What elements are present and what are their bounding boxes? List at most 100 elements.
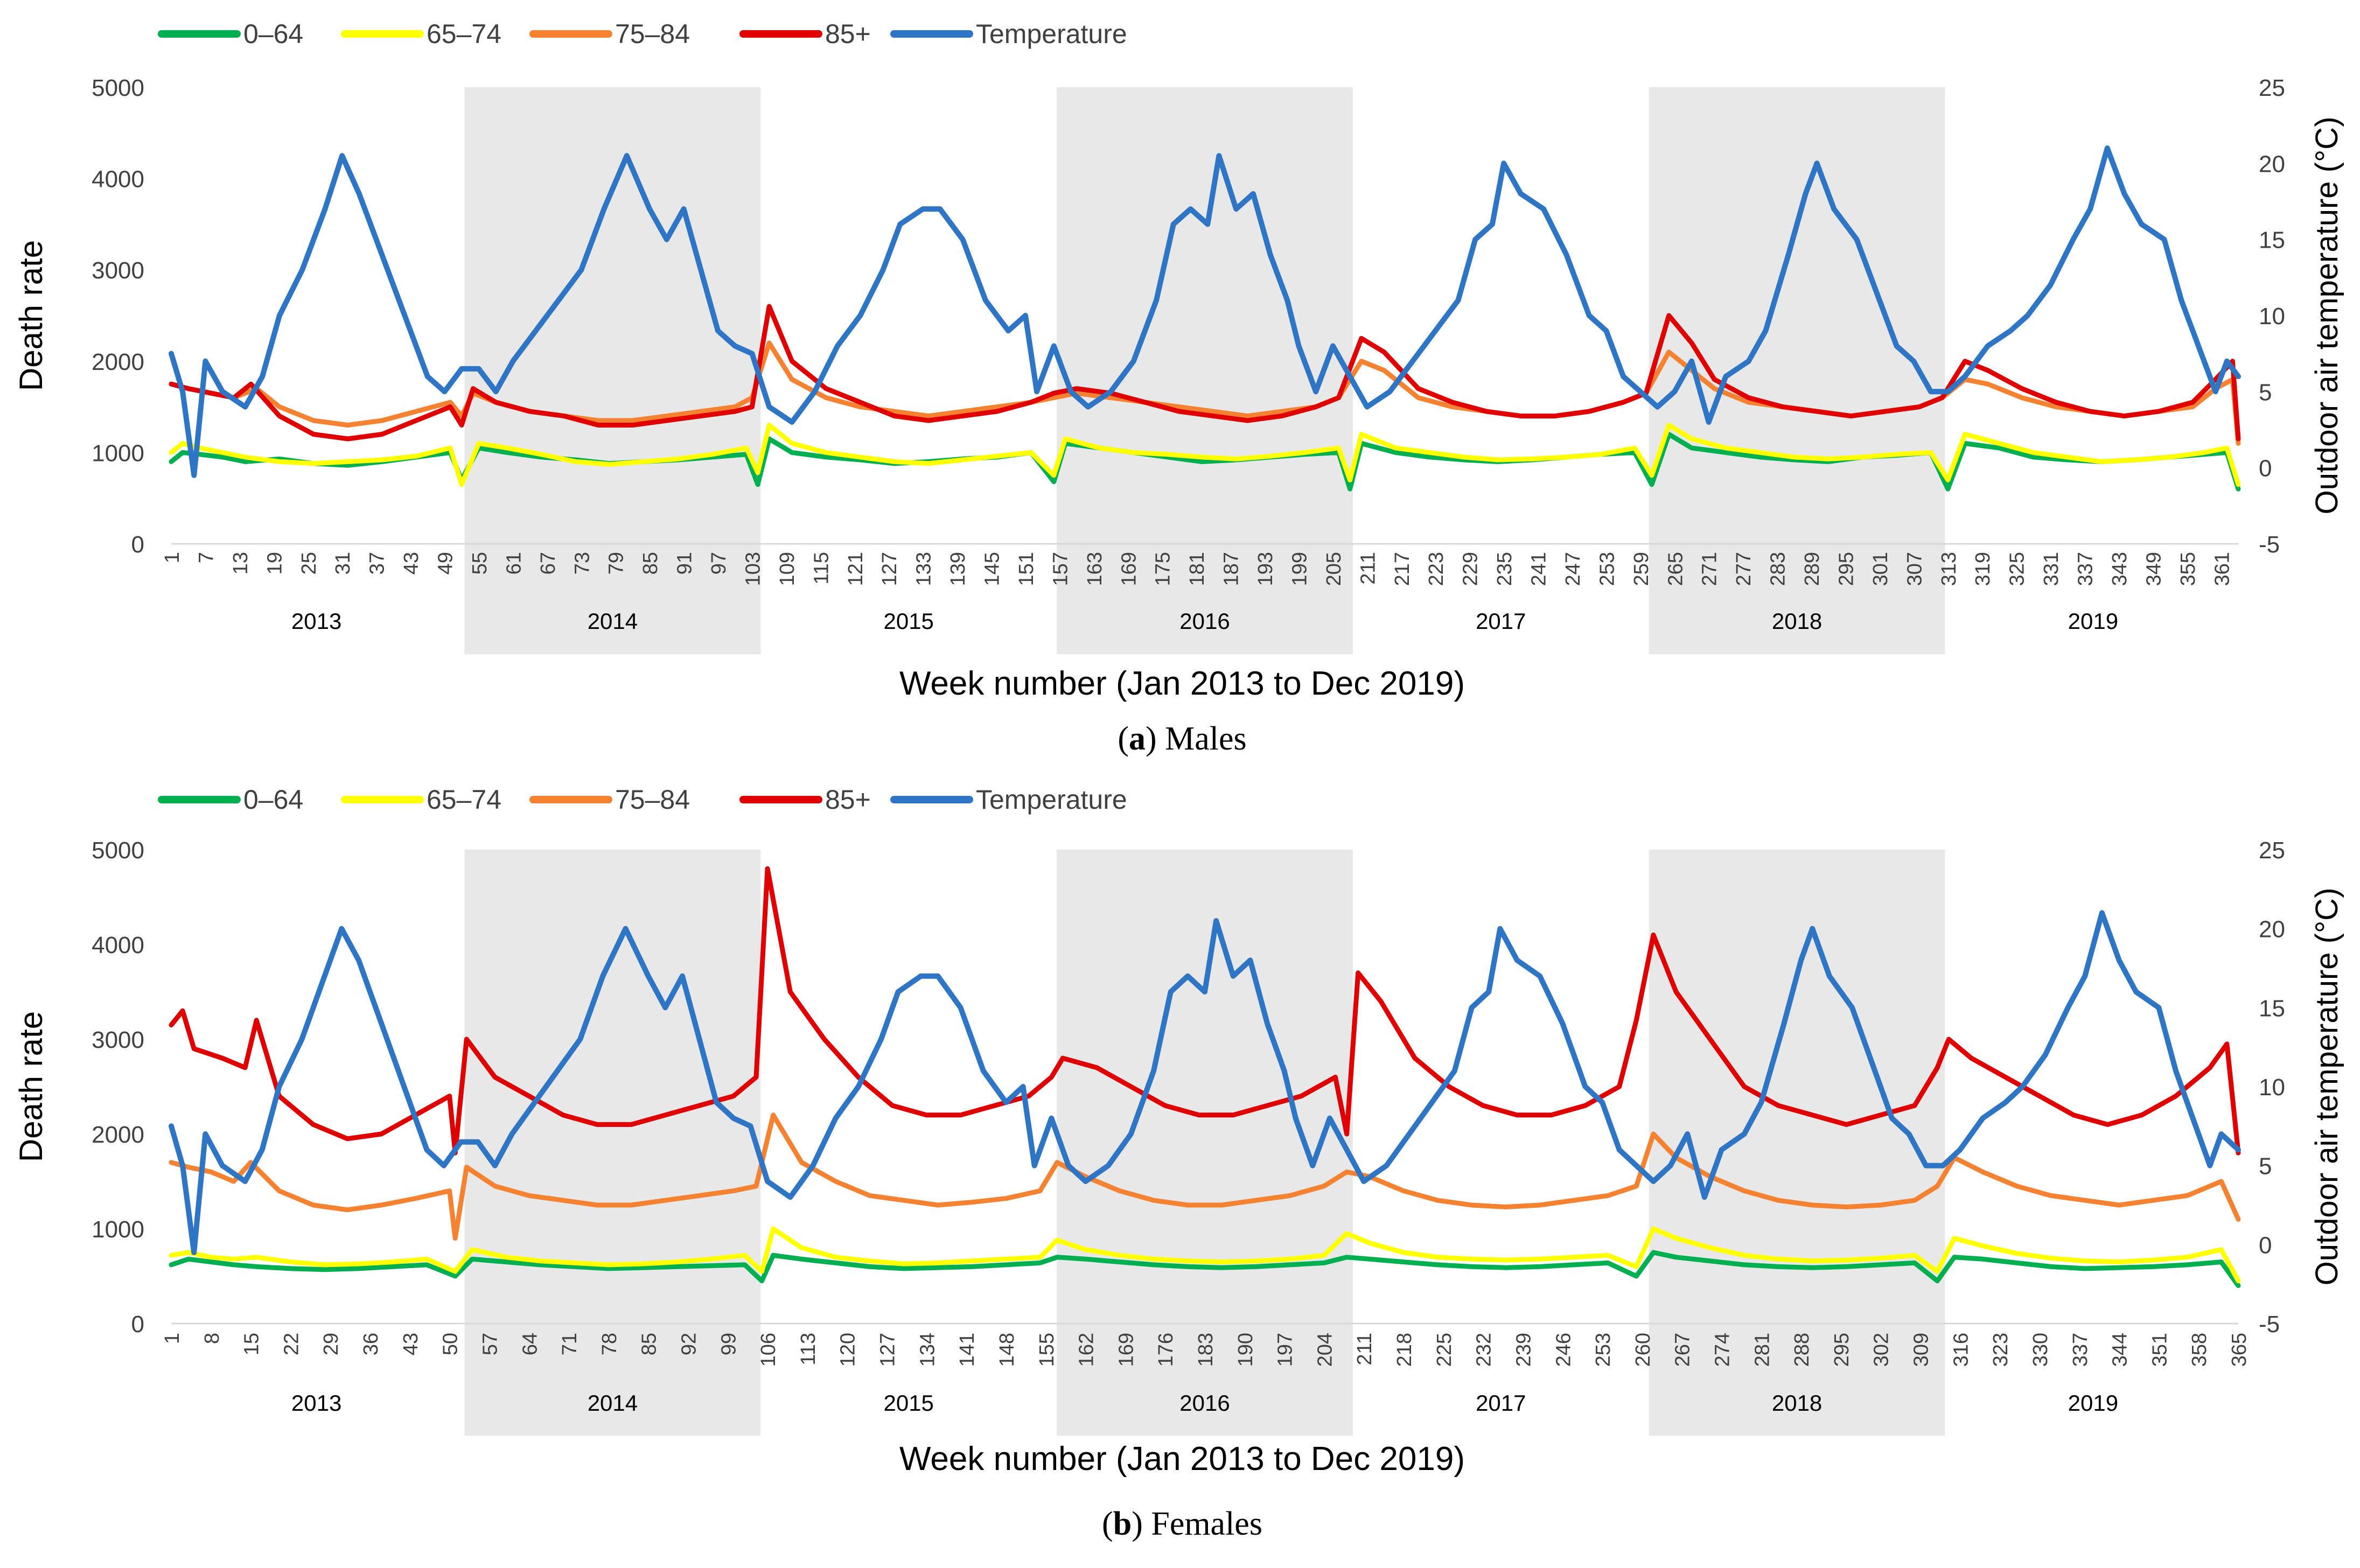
males-x-tick-label: 37 [366,552,389,575]
females-x-tick-label: 64 [519,1333,541,1355]
males-y2-tick-label: 15 [2259,227,2285,254]
females-x-tick-label: 162 [1076,1333,1098,1367]
males-x-tick-label: 265 [1664,552,1687,586]
males-y-tick-label: 5000 [92,75,144,101]
males-x-tick-label: 181 [1186,552,1209,586]
females-x-tick-label: 316 [1950,1333,1972,1367]
females-x-tick-label: 330 [2029,1333,2052,1367]
females-series-65-74 [169,1226,2241,1284]
males-x-axis-title: Week number (Jan 2013 to Dec 2019) [899,665,1465,702]
females-x-tick-label: 295 [1831,1333,1853,1367]
females-caption-open: ( [1102,1506,1113,1542]
females-x-tick-label: 344 [2109,1333,2132,1367]
males-x-tick-label: 271 [1699,552,1721,586]
males-legend-label-75-84: 75–84 [615,19,690,49]
males-x-tick-label: 307 [1903,552,1926,586]
females-x-tick-label: 134 [916,1333,939,1367]
females-caption: (b) Females [1102,1506,1262,1542]
males-x-tick-label: 7 [195,552,218,563]
males-x-tick-label: 133 [913,552,935,586]
males-x-tick-label: 343 [2108,552,2131,586]
males-shade-2014 [464,87,761,654]
females-x-tick-label: 92 [678,1333,701,1355]
females-y2-tick-label: 20 [2259,916,2285,943]
females-legend-label-temperature: Temperature [976,785,1127,815]
females-y-tick-label: 1000 [92,1216,144,1243]
females-x-tick-label: 176 [1155,1333,1177,1367]
females-x-tick-label: 351 [2148,1333,2171,1367]
males-x-tick-label: 157 [1049,552,1072,586]
males-y2-axis-title: Outdoor air temperature (°C) [2309,117,2344,515]
females-x-tick-label: 253 [1592,1333,1615,1367]
males-year-label-2016: 2016 [1179,608,1230,634]
females-year-label-2015: 2015 [883,1390,933,1416]
females-year-label-2016: 2016 [1179,1390,1230,1416]
males-y-tick-label: 4000 [92,166,144,193]
males-y-tick-label: 3000 [92,257,144,284]
males-x-tick-label: 301 [1869,552,1892,586]
males-x-tick-label: 145 [981,552,1004,586]
males-y2-tick-label: 20 [2259,151,2285,177]
males-y2-tick-label: 10 [2259,303,2285,330]
males-x-tick-label: 67 [537,552,560,575]
males-x-tick-label: 187 [1220,552,1243,586]
panel-females: 0 1000 2000 3000 4000 5000 -5 0 5 10 15 20 25 1 8 15 22 2… [13,785,2344,1542]
females-x-tick-label: 169 [1115,1333,1137,1367]
males-x-tick-label: 79 [605,552,628,575]
females-x-tick-label: 337 [2069,1333,2092,1367]
females-series-85plus [169,866,2241,1156]
males-x-tick-label: 163 [1084,552,1106,586]
females-x-tick-label: 113 [797,1333,820,1366]
females-x-tick-label: 148 [996,1333,1018,1367]
females-x-tick-label: 281 [1751,1333,1774,1367]
females-x-tick-label: 15 [241,1333,263,1355]
males-x-tick-label: 211 [1357,552,1379,585]
males-x-tick-label: 253 [1596,552,1618,586]
females-year-label-2018: 2018 [1772,1390,1822,1416]
males-x-tick-label: 325 [2006,552,2029,586]
males-x-tick-label: 49 [435,552,457,575]
females-x-tick-label: 1 [161,1333,184,1344]
males-year-label-2015: 2015 [883,608,933,634]
males-legend-label-65-74: 65–74 [427,19,501,49]
females-y2-tick-label: 0 [2259,1232,2272,1258]
males-x-tick-label: 91 [674,552,696,575]
males-series-85plus [169,304,2241,442]
females-x-tick-label: 22 [280,1333,303,1355]
females-x-tick-label: 127 [877,1333,899,1367]
males-y2-tick-label: 0 [2259,456,2272,482]
males-x-tick-label: 355 [2177,552,2200,586]
males-caption-letter: a [1129,720,1146,757]
females-y-tick-label: 4000 [92,932,144,958]
males-caption-text: ) Males [1146,720,1247,757]
females-shade-2018 [1649,850,1945,1436]
females-x-tick-label: 8 [201,1333,224,1344]
females-y-tick-label: 0 [131,1311,144,1338]
females-x-tick-label: 267 [1672,1333,1694,1367]
males-year-label-2018: 2018 [1772,608,1822,634]
males-shade-2016 [1057,87,1353,654]
males-x-tick-label: 223 [1425,552,1448,586]
males-x-tick-label: 199 [1288,552,1311,586]
females-year-label-2017: 2017 [1476,1390,1526,1416]
males-x-tick-label: 73 [571,552,594,575]
males-x-tick-label: 289 [1801,552,1824,586]
females-x-tick-label: 211 [1353,1333,1376,1366]
males-x-tick-label: 169 [1118,552,1140,586]
females-year-label-2014: 2014 [588,1390,638,1416]
females-x-tick-label: 183 [1195,1333,1217,1367]
females-y2-tick-label: 5 [2259,1153,2272,1180]
females-x-tick-label: 36 [360,1333,382,1355]
males-year-label-2013: 2013 [291,608,341,634]
males-x-tick-label: 193 [1254,552,1277,586]
females-x-tick-label: 302 [1870,1333,1893,1367]
females-x-tick-label: 274 [1712,1333,1734,1367]
females-x-tick-label: 204 [1314,1333,1336,1367]
females-x-tick-label: 365 [2228,1333,2251,1367]
males-x-tick-label: 13 [229,552,252,575]
females-y-tick-label: 5000 [92,837,144,864]
females-y2-axis-title: Outdoor air temperature (°C) [2309,888,2344,1286]
males-x-tick-label: 139 [947,552,969,586]
males-legend-label-0-64: 0–64 [243,19,303,49]
